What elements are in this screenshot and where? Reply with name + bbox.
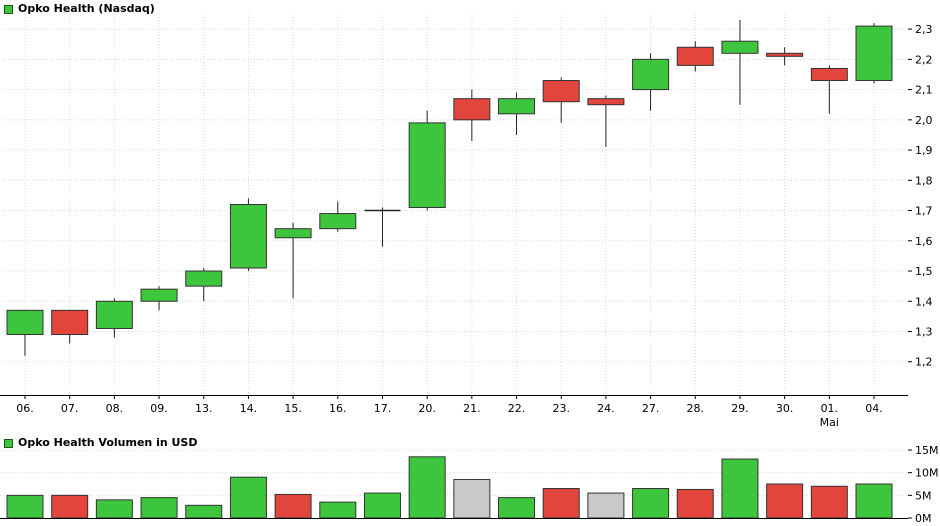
volume-legend-color-swatch [4,438,13,448]
price-axis-label: 1,5 [915,265,933,278]
volume-bar-up [363,492,401,519]
volume-bar-up [6,494,44,519]
candle-body-down [453,98,491,121]
candle-body-up [185,270,223,287]
volume-bar-up [408,456,446,519]
x-axis-date-label: 20. [418,402,436,415]
volume-bar-up [721,458,759,519]
price-axis-label: 2,1 [915,84,933,97]
x-axis-date-label: 17. [374,402,392,415]
candle-body-up [855,25,893,82]
x-axis-date-label: 14. [240,402,258,415]
volume-bar-down [274,493,312,519]
price-chart-legend: Opko Health (Nasdaq) [4,3,155,15]
volume-bar-up [632,488,670,519]
x-axis-date-label: 07. [61,402,79,415]
x-axis-date-label: 09. [150,402,168,415]
volume-chart-legend: Opko Health Volumen in USD [4,437,197,449]
volume-bar-neutral [587,492,625,519]
volume-bar-down [676,488,714,519]
volume-bar-up [140,497,178,519]
x-axis-date-label: 13. [195,402,213,415]
volume-bar-down [766,483,804,519]
x-axis-date-label: 16. [329,402,347,415]
price-axis-label: 2,0 [915,114,933,127]
x-axis-date-label: 15. [284,402,302,415]
candle-body-down [810,67,848,82]
candle-body-up [721,40,759,54]
price-axis-label: 1,6 [915,235,933,248]
price-axis-label: 1,7 [915,205,933,218]
x-axis-date-label: 27. [642,402,660,415]
volume-bar-up [855,483,893,519]
x-axis-date-label: 01. [821,402,839,415]
x-axis-date-label: 30. [776,402,794,415]
candle-body-up [229,204,267,269]
volume-axis-label: 15M [915,444,939,457]
volume-axis-label: 5M [915,489,932,502]
x-axis-date-label: 21. [463,402,481,415]
volume-bar-down [51,494,89,519]
candle-body-down [676,46,714,66]
candle-body-up [274,228,312,239]
volume-bar-down [542,488,580,519]
x-axis-date-label: 23. [552,402,570,415]
volume-axis-label: 10M [915,467,939,480]
price-axis-label: 2,2 [915,53,933,66]
volume-chart-title: Opko Health Volumen in USD [18,436,198,449]
price-axis-label: 2,3 [915,23,933,36]
candle-body-up [319,213,357,230]
volume-bar-up [95,499,133,519]
volume-bar-up [229,476,267,519]
candle-body-down [766,52,804,57]
candle-body-up [408,122,446,209]
x-axis-date-label: 04. [865,402,883,415]
price-chart-title: Opko Health (Nasdaq) [18,2,155,15]
candle-body-up [140,288,178,302]
volume-bar-neutral [453,478,491,519]
volume-axis-label: 0M [915,512,932,525]
x-axis-date-label: 28. [687,402,705,415]
price-axis-label: 1,8 [915,174,933,187]
x-axis-date-label: 22. [508,402,526,415]
candle-body-down [542,80,580,103]
x-axis-date-label: 06. [16,402,34,415]
volume-bar-up [319,501,357,519]
price-axis-label: 1,4 [915,295,933,308]
volume-bar-down [810,485,848,519]
x-axis-date-label: 29. [731,402,749,415]
candle-body-up [95,300,133,329]
x-axis-month-label: Mai [820,416,839,429]
price-legend-color-swatch [4,4,13,14]
volume-bar-up [498,497,536,519]
x-axis-date-label: 08. [106,402,124,415]
price-axis-label: 1,2 [915,356,933,369]
candle-body-up [632,58,670,91]
price-axis-label: 1,3 [915,326,933,339]
candle-body-up [498,98,536,115]
candle-body-down [587,98,625,106]
volume-bar-up [185,504,223,519]
candle-body-down [51,309,89,336]
candle-body-up [6,309,44,336]
x-axis-date-label: 24. [597,402,615,415]
price-axis-label: 1,9 [915,144,933,157]
